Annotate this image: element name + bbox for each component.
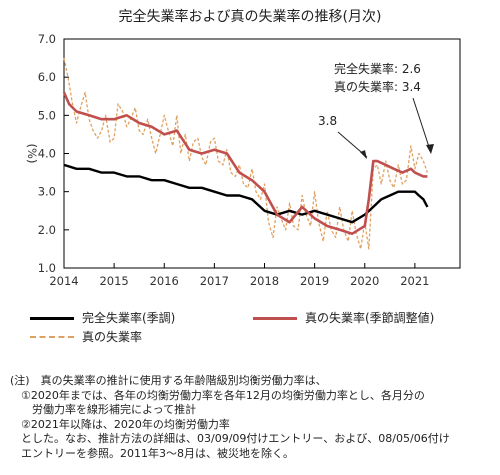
x-tick-label: 2019 [300,274,329,288]
x-tick-label: 2016 [150,274,179,288]
x-tick-label: 2017 [200,274,229,288]
y-tick-label: 4.0 [38,147,56,161]
y-tick-label: 1.0 [38,261,56,275]
annotation-peak: 3.8 [318,114,337,128]
y-tick-label: 3.0 [38,185,56,199]
footnotes: (注) 真の失業率の推計に使用する年齢階級別均衡労働力率は、 ①2020年までは… [10,374,495,461]
y-tick-label: 5.0 [38,108,56,122]
y-tick-label: 2.0 [38,223,56,237]
note-line: ①2020年までは、各年の均衡労働力率を各年12月の均衡労働力率とし、各月分の [10,388,425,402]
series-line-unemployment [63,163,429,224]
annotation-arrow [412,97,431,151]
note-line: とした。なお、推計方法の詳細は、03/09/09付けエントリー、および、08/0… [10,432,450,445]
x-tick-label: 2018 [250,274,279,288]
note-line: (注) 真の失業率の推計に使用する年齢階級別均衡労働力率は、 [10,374,327,387]
arrow-head [426,144,434,154]
legend-label: 真の失業率 [82,330,143,344]
chart-plot: 1.0 2.0 3.0 4.0 5.0 6.0 7.0 2014 2015 2016 2017 201… [25,32,461,288]
legend-label: 真の失業率(季節調整値) [305,311,435,325]
legend-swatch [30,336,74,338]
series-line-true-rate [63,57,429,250]
legend-swatch [30,317,74,320]
y-tick-label: 6.0 [38,70,56,84]
x-tick-label: 2021 [400,274,429,288]
series-line-true-rate-sa [62,91,428,235]
note-line: エントリーを参照。2011年3～8月は、被災地を除く。 [10,446,294,460]
arrow-head [360,150,367,160]
y-tick-label: 7.0 [38,32,56,46]
annotation-true-rate: 真の失業率: 3.4 [334,79,421,94]
annotation-unemployment: 完全失業率: 2.6 [334,61,421,76]
x-tick-label: 2020 [350,274,379,288]
chart-title: 完全失業率および真の失業率の推移(月次) [118,9,382,25]
note-line: ②2021年以降は、2020年の均衡労働力率 [10,417,230,431]
y-axis-label: (%) [25,144,39,164]
x-tick-label: 2014 [49,274,78,288]
legend-swatch [253,317,297,320]
x-tick-label: 2015 [99,274,128,288]
legend-label: 完全失業率(季調) [82,311,176,325]
note-line: 労働力率を線形補完によって推計 [10,403,197,416]
